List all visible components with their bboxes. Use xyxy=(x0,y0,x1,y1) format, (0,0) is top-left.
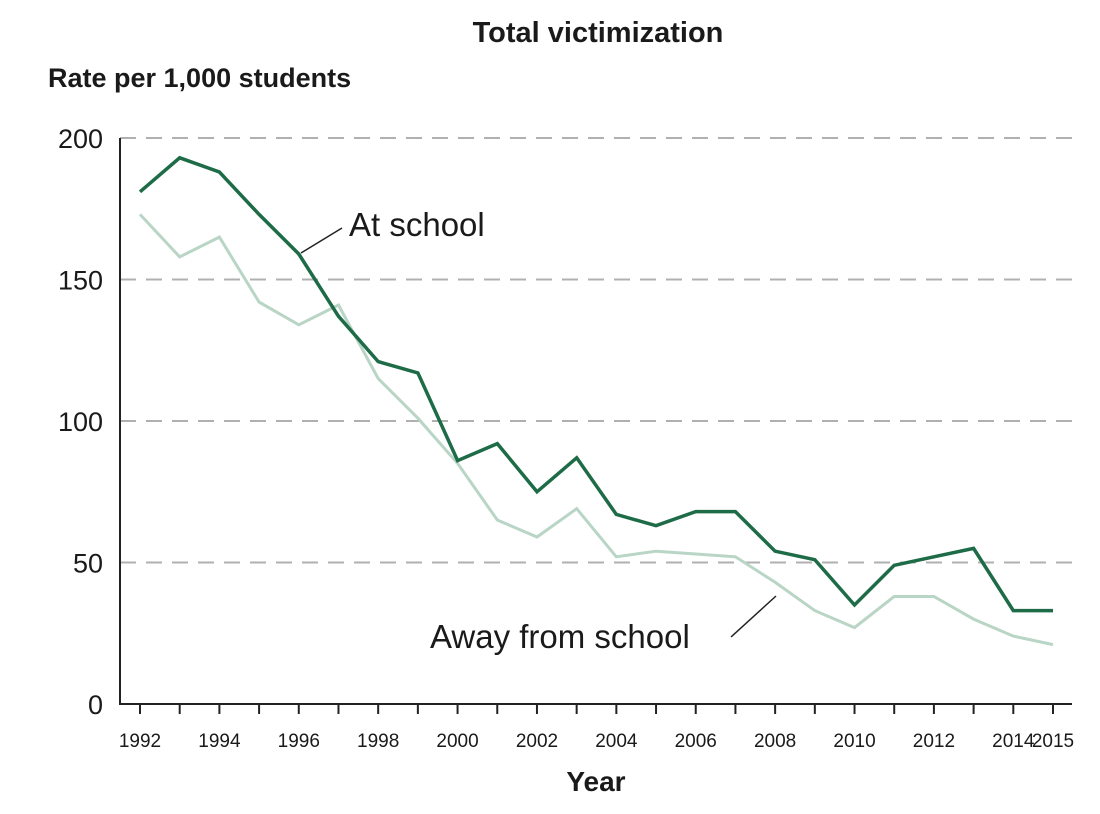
x-tick-label: 2002 xyxy=(516,731,558,752)
x-tick-label: 1998 xyxy=(357,731,399,752)
x-tick-label: 2000 xyxy=(436,731,478,752)
axes xyxy=(119,138,1072,705)
y-axis-label: Rate per 1,000 students xyxy=(48,63,351,93)
away-from-school-leader-line xyxy=(730,595,777,638)
series-lines xyxy=(138,155,1054,647)
series-annotations: At school Away from school xyxy=(300,206,777,655)
x-axis-label: Year xyxy=(566,766,625,797)
y-tick-label: 0 xyxy=(88,690,103,720)
at-school-leader-line xyxy=(300,227,343,254)
x-tick-label: 2004 xyxy=(595,731,638,752)
x-tick-label: 2008 xyxy=(754,731,796,752)
y-tick-label: 100 xyxy=(58,407,103,437)
chart-title: Total victimization xyxy=(473,17,724,49)
x-tick-label: 1992 xyxy=(119,731,161,752)
x-tick-label: 2012 xyxy=(913,731,955,752)
x-axis-ticks: 1992 1994 1996 1998 2000 2002 2004 2006 2008 2010… xyxy=(119,704,1074,752)
x-tick-label: 2006 xyxy=(675,731,717,752)
at-school-series-label: At school xyxy=(349,206,485,243)
x-tick-label: 1996 xyxy=(278,731,320,752)
x-tick-label: 2010 xyxy=(833,731,875,752)
away-from-school-series-label: Away from school xyxy=(430,618,690,655)
x-tick-label: 2014 xyxy=(992,731,1035,752)
y-axis-ticks: 0 50 100 150 200 xyxy=(58,124,103,720)
x-tick-label: 2015 xyxy=(1032,731,1074,752)
gridlines xyxy=(120,137,1072,564)
series-line-at-school xyxy=(138,155,1053,613)
y-tick-label: 150 xyxy=(58,266,103,296)
y-tick-label: 50 xyxy=(73,549,103,579)
x-tick-label: 1994 xyxy=(198,731,241,752)
y-tick-label: 200 xyxy=(58,124,103,154)
series-line-away-from-school xyxy=(138,213,1054,647)
